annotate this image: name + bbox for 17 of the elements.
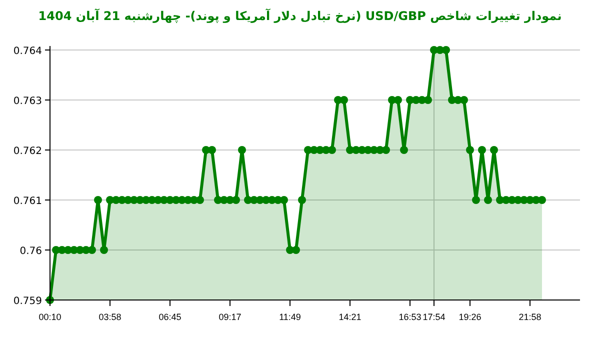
x-tick-label: 03:58 — [98, 312, 122, 322]
x-tick-label: 11:49 — [279, 312, 301, 322]
y-tick-label: 0.759 — [13, 296, 42, 307]
x-tick-label: 16:53 — [398, 312, 422, 322]
y-tick-label: 0.76 — [20, 246, 42, 257]
y-tick-label: 0.764 — [13, 46, 42, 57]
x-tick-label: 17:54 — [422, 312, 446, 322]
x-tick-label: 06:45 — [158, 312, 182, 322]
x-tick-label: 00:10 — [38, 312, 62, 322]
x-tick-label: 19:26 — [458, 312, 482, 322]
x-tick-label: 21:58 — [518, 312, 542, 322]
chart-title: نمودار تغییرات شاخص USD/GBP (نرخ تبادل دلار آمریکا و پوند)- چهارشنبه 21 آبان 1404 — [38, 8, 562, 23]
y-tick-label: 0.762 — [13, 146, 42, 157]
y-tick-label: 0.763 — [13, 96, 42, 107]
x-tick-label: 09:17 — [218, 312, 242, 322]
x-tick-label: 14:21 — [338, 312, 362, 322]
y-tick-label: 0.761 — [13, 196, 42, 207]
